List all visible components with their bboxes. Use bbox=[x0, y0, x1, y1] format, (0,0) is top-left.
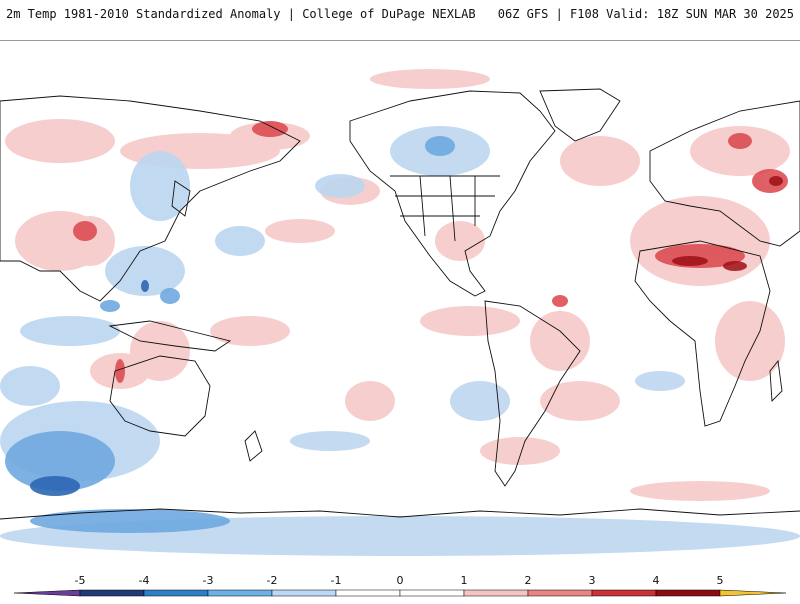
australia-coast bbox=[109, 355, 211, 437]
antarctica-coast bbox=[0, 508, 800, 520]
new-zealand-coast bbox=[244, 430, 263, 462]
colorbar-bin-neg3-neg2 bbox=[207, 589, 273, 597]
colorbar-svg bbox=[13, 589, 787, 597]
header: 2m Temp 1981-2010 Standardized Anomaly |… bbox=[0, 0, 800, 30]
colorbar-bin-4-5 bbox=[655, 589, 721, 597]
dark-cold-anomaly-layer bbox=[30, 280, 149, 496]
map-background bbox=[0, 41, 800, 561]
warm-anomaly-layer bbox=[5, 69, 790, 501]
colorbar-tick-label: 1 bbox=[460, 574, 468, 587]
colorbar-tick-label: -5 bbox=[74, 574, 86, 587]
strong-cold-anomaly-layer bbox=[5, 136, 455, 533]
model-run-valid-time: 06Z GFS | F108 Valid: 18Z SUN MAR 30 202… bbox=[497, 7, 794, 21]
colorbar-bin-neg2-neg1 bbox=[271, 589, 337, 597]
colorbar-tick-label: 2 bbox=[524, 574, 532, 587]
coastlines bbox=[0, 88, 800, 520]
map-title: 2m Temp 1981-2010 Standardized Anomaly |… bbox=[6, 7, 476, 21]
colorbar-tick-label: 0 bbox=[396, 574, 404, 587]
colorbar-min-arrow bbox=[13, 589, 81, 597]
colorbar-bin-neg5-neg4 bbox=[79, 589, 145, 597]
colorbar-tick-label: 5 bbox=[716, 574, 724, 587]
greenland-coast bbox=[539, 88, 621, 142]
us-borders bbox=[390, 175, 500, 242]
colorbar-bin-neg1-0 bbox=[335, 589, 401, 597]
colorbar-bin-1-2 bbox=[463, 589, 529, 597]
colorbar-tick-label: -3 bbox=[202, 574, 214, 587]
maritime-continent-coast bbox=[108, 320, 232, 352]
madagascar-coast bbox=[769, 359, 783, 403]
colorbar-tick-label: 3 bbox=[588, 574, 596, 587]
colorbar-tick-label: 4 bbox=[652, 574, 660, 587]
colorbar-bin-neg4-neg3 bbox=[143, 589, 209, 597]
dark-warm-anomaly-layer bbox=[672, 176, 783, 271]
south-america-coast bbox=[484, 300, 581, 487]
colorbar-tick-label: -2 bbox=[266, 574, 278, 587]
colorbar-bin-0-1 bbox=[399, 589, 465, 597]
colorbar-bin-3-4 bbox=[591, 589, 657, 597]
colorbar-tick-label: -4 bbox=[138, 574, 150, 587]
colorbar-max-arrow bbox=[719, 589, 787, 597]
africa-coast bbox=[634, 240, 771, 427]
japan-coast bbox=[171, 180, 191, 217]
colorbar-bin-2-3 bbox=[527, 589, 593, 597]
north-america-coast bbox=[349, 90, 556, 297]
asia-west-coast bbox=[0, 95, 301, 302]
colorbar bbox=[0, 560, 800, 600]
colorbar-tick-label: -1 bbox=[330, 574, 342, 587]
anomaly-map-svg bbox=[0, 41, 800, 561]
world-map bbox=[0, 40, 800, 561]
eurasia-coast bbox=[649, 100, 800, 247]
